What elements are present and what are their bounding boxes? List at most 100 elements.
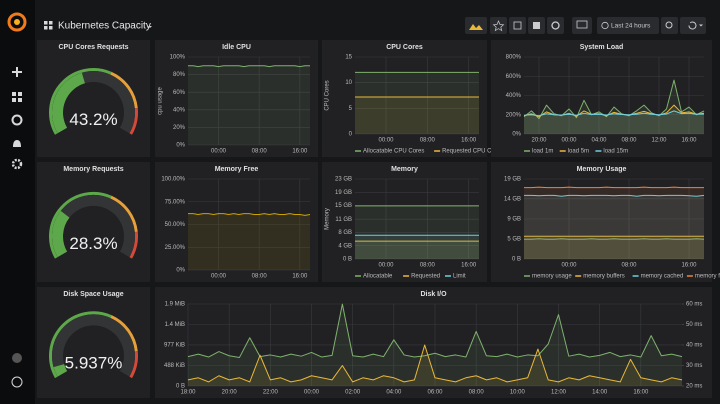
graph-panel: Disk I/O 0 B 488 KiB 977 KiB 1.4 MiB 1.9 MiB 2…	[155, 287, 712, 398]
add-panel-icon[interactable]	[469, 24, 483, 30]
series-area	[524, 236, 704, 259]
y2-tick-label: 20 ms	[686, 384, 702, 390]
x-tick-label: 08:00	[621, 138, 637, 144]
config-icon[interactable]	[11, 158, 23, 170]
refresh-button[interactable]	[680, 17, 706, 34]
panel-background	[322, 40, 487, 157]
x-tick-label: 00:00	[378, 263, 394, 269]
help-icon[interactable]	[11, 376, 23, 388]
explore-icon[interactable]	[11, 114, 23, 126]
legend-label: load 1m	[532, 149, 553, 155]
picker-icon[interactable]	[49, 21, 53, 25]
settings-icon[interactable]	[551, 21, 560, 30]
y-tick-label: 15	[345, 55, 352, 61]
tv-icon[interactable]	[576, 20, 588, 29]
tv-mode-button[interactable]	[572, 17, 592, 34]
y-tick-label: 1.4 MiB	[165, 322, 185, 328]
series-area	[524, 187, 704, 259]
gauge-title: CPU Cores Requests	[58, 44, 128, 51]
settings-button[interactable]	[547, 17, 564, 34]
y-tick-label: 60%	[173, 90, 186, 96]
gauge-title: Memory Requests	[63, 166, 123, 173]
panel-background	[155, 40, 318, 157]
legend-label: load 5m	[568, 149, 589, 155]
graph-panel: Memory Usage 0 B 5 GB 9 GB 14 GB 19 GB 00:00 08…	[491, 162, 720, 282]
x-tick-label: 18:00	[180, 390, 196, 396]
series-line	[523, 79, 705, 120]
series-area	[355, 97, 479, 134]
panel-title: Memory Usage	[577, 166, 627, 173]
x-tick-label: 08:00	[252, 149, 268, 155]
y-tick-label: 19 GB	[335, 190, 352, 196]
x-tick-label: 16:00	[681, 138, 697, 144]
zoom-icon[interactable]	[665, 21, 673, 29]
refresh-icon[interactable]	[688, 21, 697, 30]
grafana-logo[interactable]	[7, 12, 27, 32]
panel-title: Memory Free	[215, 166, 259, 173]
logo-ring[interactable]	[7, 12, 27, 32]
x-tick-label: 16:00	[292, 149, 308, 155]
y-tick-label: 0%	[176, 268, 185, 274]
y-tick-label: 80%	[173, 72, 186, 78]
zoom-out-button[interactable]	[661, 17, 678, 34]
y-tick-label: 11 GB	[335, 217, 352, 223]
gauge-value-arc	[52, 210, 70, 258]
gauge-band	[110, 195, 138, 233]
x-tick-label: 22:00	[263, 390, 279, 396]
refresh-caret[interactable]	[699, 24, 703, 27]
series-area	[355, 241, 479, 259]
y2-tick-label: 30 ms	[686, 363, 702, 369]
series-area	[524, 105, 704, 134]
share-button[interactable]	[509, 17, 526, 34]
icon-cell[interactable]	[18, 92, 22, 96]
panel-background	[322, 162, 487, 282]
alerting-icon[interactable]	[13, 140, 21, 147]
legend-label: load 15m	[603, 149, 628, 155]
graph-panel: CPU Cores CPU Cores 0 5 10 15 00:00 08:00 16:00 A…	[322, 40, 503, 157]
star-button[interactable]	[490, 17, 507, 34]
dropdown-caret[interactable]	[148, 26, 152, 28]
create-icon[interactable]	[12, 67, 22, 77]
icon-cell[interactable]	[18, 98, 22, 102]
clock-icon[interactable]	[601, 21, 609, 30]
y-tick-label: 488 KiB	[164, 363, 185, 369]
time-range[interactable]: Last 24 hours	[611, 23, 651, 30]
picker-icon[interactable]	[44, 21, 48, 25]
picker-icon[interactable]	[49, 26, 53, 30]
star-icon[interactable]	[492, 20, 505, 32]
save-icon[interactable]	[533, 22, 540, 29]
x-tick-label: 16:00	[292, 274, 308, 280]
legend-label: Allocatable	[363, 274, 393, 280]
x-tick-label: 04:00	[386, 390, 402, 396]
gauge-band	[110, 71, 138, 109]
logo-core[interactable]	[14, 19, 20, 25]
dashboard-title[interactable]: Kubernetes Capacity	[58, 21, 151, 32]
series-line	[523, 110, 705, 117]
x-tick-label: 08:00	[420, 263, 436, 269]
y-tick-label: 100%	[170, 55, 186, 61]
y-tick-label: 0 B	[343, 257, 352, 263]
x-tick-label: 02:00	[345, 390, 361, 396]
x-tick-label: 08:00	[252, 274, 268, 280]
dashboard-picker[interactable]: Kubernetes Capacity	[44, 21, 152, 32]
gauge-band	[129, 231, 138, 259]
icon-cell[interactable]	[12, 92, 16, 96]
x-tick-label: 16:00	[681, 263, 697, 269]
gauge-band	[129, 351, 138, 379]
x-tick-label: 00:00	[211, 149, 227, 155]
icon-cell[interactable]	[12, 98, 16, 102]
user-avatar[interactable]	[12, 353, 22, 363]
series-area	[355, 205, 479, 259]
time-picker[interactable]	[597, 17, 659, 34]
share-icon[interactable]	[513, 21, 522, 30]
dashboards-icon[interactable]	[12, 92, 22, 102]
panel-title: Memory	[391, 166, 418, 173]
y-tick-label: 977 KiB	[164, 343, 185, 349]
gauge-panel: Disk Space Usage 5.937%	[37, 287, 150, 398]
sidebar	[0, 0, 35, 404]
y-tick-label: 20%	[173, 125, 186, 131]
gauge-panel: Memory Requests 28.3%	[37, 162, 150, 282]
picker-icon[interactable]	[44, 26, 48, 30]
add-panel-button[interactable]	[465, 17, 487, 34]
